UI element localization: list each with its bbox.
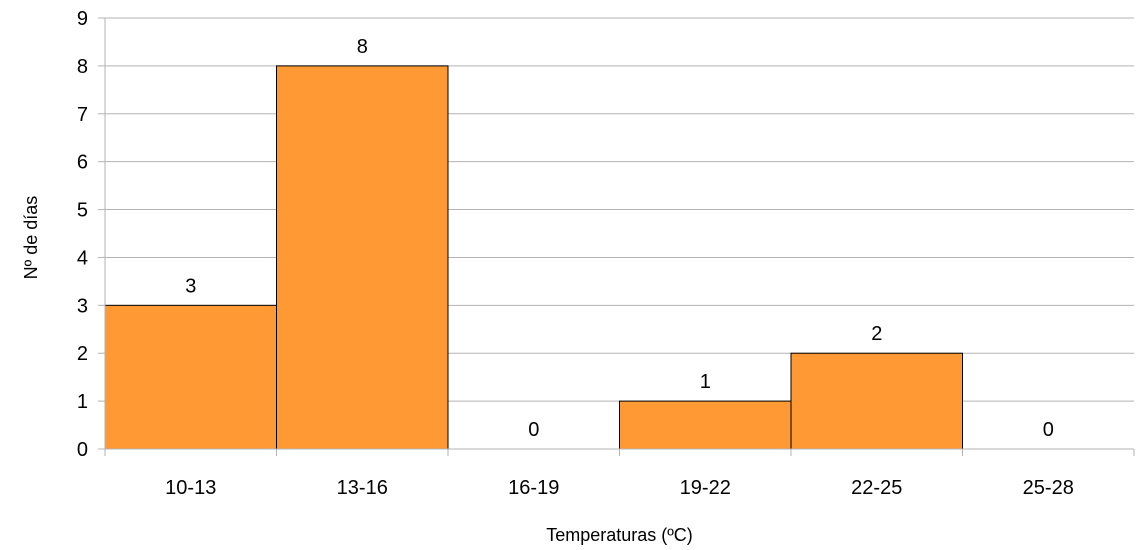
- x-tick-label: 25-28: [1023, 477, 1074, 499]
- x-tick-labels: 10-13 13-16 16-19 19-22 22-25 25-28: [165, 477, 1074, 499]
- data-label: 2: [871, 323, 882, 345]
- y-axis-title: Nº de días: [21, 196, 41, 280]
- data-label: 3: [185, 275, 196, 297]
- bar-22-25: [790, 352, 963, 450]
- y-tick-label: 3: [77, 295, 88, 317]
- data-label: 0: [1043, 419, 1054, 441]
- data-labels: 3 8 0 1 2 0: [185, 36, 1054, 441]
- bars: [104, 65, 1134, 450]
- data-label: 1: [700, 371, 711, 393]
- y-tick-label: 1: [77, 391, 88, 413]
- x-tick-label: 22-25: [851, 477, 902, 499]
- x-axis-title: Temperaturas (ºC): [546, 525, 693, 545]
- data-label: 0: [528, 419, 539, 441]
- y-tick-label: 4: [77, 247, 88, 269]
- y-tick-labels: 0 1 2 3 4 5 6 7 8 9: [77, 8, 88, 461]
- bar-10-13: [104, 304, 277, 450]
- x-tick-label: 10-13: [165, 477, 216, 499]
- y-tick-label: 5: [77, 200, 88, 222]
- bar-13-16: [276, 65, 449, 450]
- x-tick-label: 19-22: [680, 477, 731, 499]
- y-tick-label: 8: [77, 56, 88, 78]
- y-tick-label: 2: [77, 343, 88, 365]
- y-tick-label: 9: [77, 8, 88, 30]
- y-tick-label: 0: [77, 439, 88, 461]
- data-label: 8: [357, 36, 368, 58]
- y-tick-label: 7: [77, 104, 88, 126]
- x-tick-label: 13-16: [337, 477, 388, 499]
- bar-19-22: [619, 400, 792, 450]
- axes: [98, 17, 1135, 456]
- x-tick-label: 16-19: [508, 477, 559, 499]
- y-tick-label: 6: [77, 152, 88, 174]
